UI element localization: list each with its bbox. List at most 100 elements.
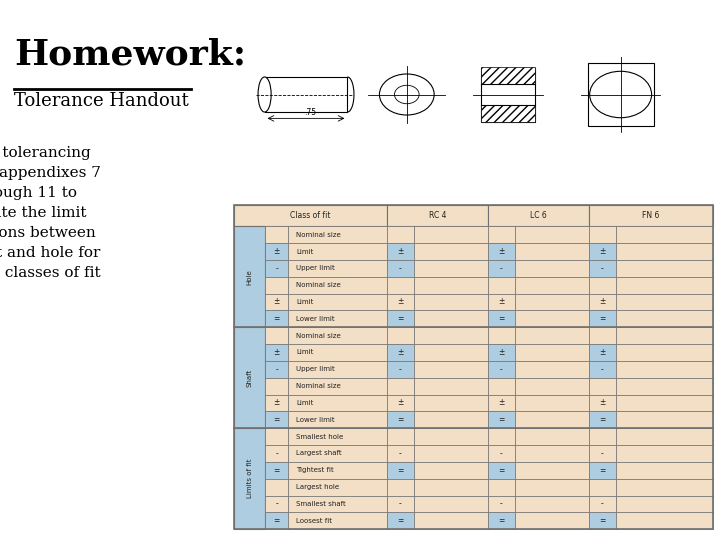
Bar: [515, 445, 589, 462]
Bar: [616, 478, 713, 496]
Text: ±: ±: [599, 348, 606, 357]
Text: -: -: [399, 449, 402, 458]
Bar: [288, 226, 387, 243]
Bar: [288, 395, 387, 411]
Text: ±: ±: [498, 298, 505, 307]
Bar: [589, 294, 616, 310]
Bar: [589, 478, 616, 496]
Bar: [515, 411, 589, 428]
Text: Tolerance Handout: Tolerance Handout: [14, 92, 189, 110]
Bar: [616, 226, 713, 243]
Bar: [616, 411, 713, 428]
Bar: [265, 377, 288, 395]
Bar: [515, 462, 589, 478]
Bar: [488, 294, 515, 310]
Bar: [265, 226, 288, 243]
Bar: [488, 496, 515, 512]
Bar: [589, 243, 616, 260]
Bar: [288, 445, 387, 462]
Bar: [387, 377, 413, 395]
Text: ±: ±: [498, 247, 505, 256]
Bar: [387, 310, 413, 327]
Text: ±: ±: [274, 399, 280, 408]
Bar: [288, 478, 387, 496]
Text: =: =: [498, 314, 505, 323]
Text: Tightest fit: Tightest fit: [296, 467, 334, 473]
Text: ±: ±: [397, 298, 404, 307]
Bar: [589, 260, 616, 276]
Text: Upper limit: Upper limit: [296, 366, 335, 372]
Text: Nominal size: Nominal size: [296, 282, 341, 288]
Bar: [488, 377, 515, 395]
Bar: [515, 395, 589, 411]
Bar: [515, 260, 589, 276]
Bar: [265, 260, 288, 276]
Bar: [413, 445, 488, 462]
Bar: [488, 445, 515, 462]
Text: -: -: [275, 365, 278, 374]
Bar: [616, 294, 713, 310]
Bar: [387, 327, 413, 344]
Text: ±: ±: [274, 348, 280, 357]
Bar: [265, 496, 288, 512]
Bar: [589, 205, 713, 226]
Bar: [387, 260, 413, 276]
Bar: [413, 496, 488, 512]
Bar: [488, 260, 515, 276]
Bar: [265, 445, 288, 462]
Bar: [265, 395, 288, 411]
Bar: [413, 377, 488, 395]
Bar: [288, 344, 387, 361]
Bar: [589, 512, 616, 529]
Text: Upper limit: Upper limit: [296, 265, 335, 271]
Bar: [288, 428, 387, 445]
Bar: [589, 226, 616, 243]
Text: =: =: [274, 466, 280, 475]
FancyBboxPatch shape: [265, 77, 347, 112]
Text: -: -: [500, 365, 503, 374]
Bar: [616, 327, 713, 344]
Bar: [616, 512, 713, 529]
Text: -: -: [601, 500, 604, 509]
Text: -: -: [275, 449, 278, 458]
Bar: [488, 512, 515, 529]
Bar: [413, 411, 488, 428]
Text: ±: ±: [599, 247, 606, 256]
Bar: [387, 205, 488, 226]
Bar: [481, 68, 534, 122]
Bar: [413, 462, 488, 478]
Bar: [265, 294, 288, 310]
Bar: [515, 428, 589, 445]
Text: =: =: [274, 415, 280, 424]
Bar: [616, 395, 713, 411]
Bar: [488, 395, 515, 411]
Bar: [616, 243, 713, 260]
Text: -: -: [399, 264, 402, 273]
Bar: [413, 478, 488, 496]
Bar: [616, 496, 713, 512]
Bar: [265, 243, 288, 260]
Bar: [616, 445, 713, 462]
Text: Smallest shaft: Smallest shaft: [296, 501, 346, 507]
Bar: [488, 327, 515, 344]
Bar: [413, 243, 488, 260]
Bar: [515, 496, 589, 512]
Bar: [265, 428, 288, 445]
Bar: [413, 361, 488, 378]
Text: Nominal size: Nominal size: [296, 333, 341, 339]
Bar: [265, 512, 288, 529]
Text: ±: ±: [397, 399, 404, 408]
Bar: [234, 226, 265, 327]
Bar: [288, 462, 387, 478]
Bar: [265, 478, 288, 496]
Bar: [515, 512, 589, 529]
Text: Use the tolerancing
tables in appendixes 7
    through 11 to
 calculate the limi: Use the tolerancing tables in appendixes…: [0, 146, 101, 280]
Text: Lower limit: Lower limit: [296, 316, 335, 322]
Text: Limit: Limit: [296, 400, 313, 406]
Bar: [488, 243, 515, 260]
Text: -: -: [399, 365, 402, 374]
Text: Homework:: Homework:: [14, 38, 246, 72]
Bar: [387, 512, 413, 529]
Bar: [488, 276, 515, 294]
Bar: [265, 462, 288, 478]
